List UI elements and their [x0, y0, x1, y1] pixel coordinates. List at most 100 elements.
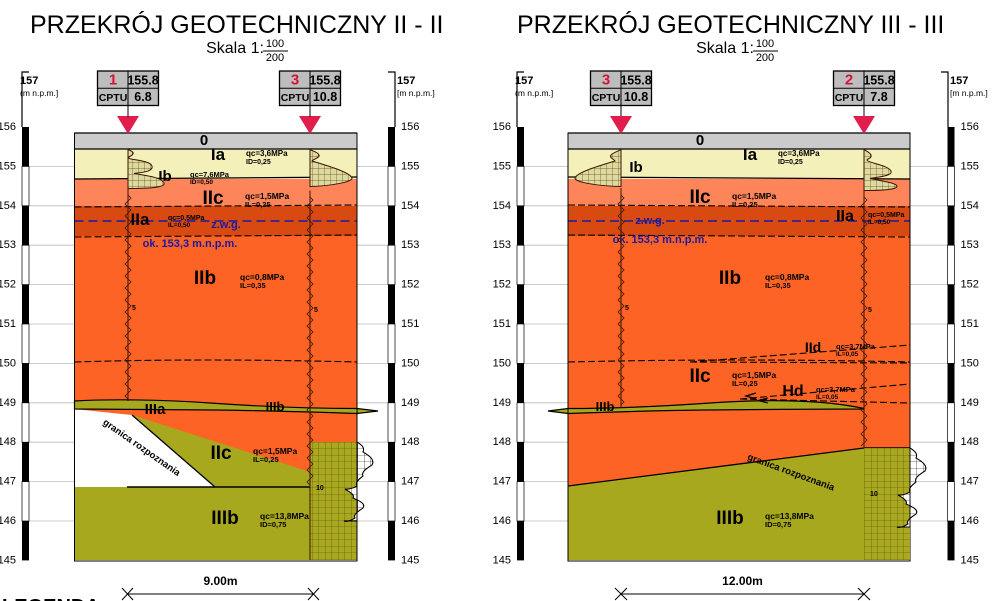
- svg-text:146: 146: [401, 515, 419, 527]
- svg-text:154: 154: [401, 200, 419, 212]
- svg-text:qc=3,7MPa: qc=3,7MPa: [816, 385, 856, 394]
- svg-text:6.8: 6.8: [134, 90, 151, 104]
- svg-text:ID=0,25: ID=0,25: [246, 159, 271, 166]
- svg-text:Hd: Hd: [782, 383, 803, 400]
- svg-text:149: 149: [0, 397, 16, 409]
- svg-text:148: 148: [961, 436, 979, 448]
- svg-text:10: 10: [870, 491, 878, 498]
- svg-text:152: 152: [493, 279, 511, 291]
- svg-text:qc=3,7MPa: qc=3,7MPa: [836, 342, 876, 351]
- svg-text:CPTU: CPTU: [99, 92, 128, 104]
- svg-text:2: 2: [845, 72, 853, 89]
- svg-text:200: 200: [266, 52, 284, 64]
- svg-text:Skala 1:: Skala 1:: [696, 40, 754, 57]
- svg-text:157: 157: [397, 75, 415, 87]
- svg-text:145: 145: [493, 554, 511, 566]
- svg-text:Ia: Ia: [743, 145, 758, 164]
- svg-text:IIIb: IIIb: [716, 508, 743, 529]
- svg-text:IL=0,50: IL=0,50: [868, 219, 891, 226]
- svg-text:147: 147: [0, 476, 16, 488]
- svg-text:IIc: IIc: [689, 366, 711, 387]
- svg-text:155: 155: [401, 160, 419, 172]
- svg-text:155: 155: [493, 160, 511, 172]
- svg-text:100: 100: [266, 38, 284, 50]
- svg-text:149: 149: [961, 397, 979, 409]
- svg-text:IIIb: IIIb: [211, 508, 238, 529]
- svg-text:151: 151: [0, 318, 16, 330]
- svg-text:156: 156: [0, 121, 16, 133]
- svg-text:151: 151: [401, 318, 419, 330]
- svg-text:156: 156: [401, 121, 419, 133]
- svg-text:155.8: 155.8: [863, 74, 894, 88]
- svg-text:3: 3: [602, 72, 610, 89]
- svg-text:146: 146: [493, 515, 511, 527]
- svg-text:qc=0,5MPa: qc=0,5MPa: [168, 215, 204, 222]
- svg-text:152: 152: [961, 279, 979, 291]
- svg-text:7.8: 7.8: [870, 90, 887, 104]
- svg-text:5: 5: [314, 307, 318, 314]
- svg-text:149: 149: [493, 397, 511, 409]
- svg-text:153: 153: [493, 239, 511, 251]
- svg-text:qc=0,5MPa: qc=0,5MPa: [868, 212, 904, 219]
- svg-text:151: 151: [961, 318, 979, 330]
- svg-text:IL=0,35: IL=0,35: [240, 281, 266, 290]
- svg-text:157: 157: [515, 75, 533, 87]
- svg-text:154: 154: [493, 200, 511, 212]
- svg-text:153: 153: [401, 239, 419, 251]
- svg-text:147: 147: [961, 476, 979, 488]
- svg-text:Ib: Ib: [629, 159, 642, 176]
- svg-text:Skala 1:: Skala 1:: [206, 40, 264, 57]
- svg-text:0: 0: [200, 132, 208, 149]
- svg-text:PRZEKRÓJ GEOTECHNICZNY II - I: PRZEKRÓJ GEOTECHNICZNY II - II: [30, 10, 443, 39]
- svg-text:qc=3,6MPa: qc=3,6MPa: [246, 149, 288, 158]
- svg-text:153: 153: [0, 239, 16, 251]
- svg-text:IIIa: IIIa: [145, 401, 167, 418]
- svg-text:Ia: Ia: [211, 145, 226, 164]
- svg-text:146: 146: [0, 515, 16, 527]
- svg-text:147: 147: [401, 476, 419, 488]
- svg-text:IL=0,25: IL=0,25: [732, 379, 758, 388]
- svg-text:IL=0,25: IL=0,25: [245, 200, 271, 209]
- svg-text:1: 1: [109, 72, 117, 89]
- svg-text:150: 150: [493, 357, 511, 369]
- svg-text:ID=0,50: ID=0,50: [190, 179, 213, 186]
- svg-text:145: 145: [961, 554, 979, 566]
- svg-text:157: 157: [20, 75, 38, 87]
- svg-text:12.00m: 12.00m: [722, 574, 763, 588]
- svg-text:IIIb: IIIb: [596, 399, 615, 414]
- svg-text:[m n.p.m.]: [m n.p.m.]: [950, 88, 988, 98]
- svg-text:qc=3,6MPa: qc=3,6MPa: [778, 149, 820, 158]
- svg-text:148: 148: [401, 436, 419, 448]
- svg-text:IIa: IIa: [836, 208, 854, 225]
- svg-text:IL=0,05: IL=0,05: [816, 394, 839, 401]
- svg-text:IIc: IIc: [689, 187, 711, 208]
- svg-text:z.w.g.: z.w.g.: [211, 219, 241, 231]
- svg-text:IIIb: IIIb: [266, 399, 285, 414]
- svg-text:148: 148: [493, 436, 511, 448]
- svg-text:155: 155: [0, 160, 16, 172]
- svg-text:150: 150: [401, 357, 419, 369]
- svg-text:153: 153: [961, 239, 979, 251]
- svg-text:3: 3: [291, 72, 299, 89]
- svg-text:152: 152: [0, 279, 16, 291]
- svg-text:5: 5: [625, 305, 629, 312]
- svg-text:IL=0,25: IL=0,25: [253, 455, 279, 464]
- svg-text:10.8: 10.8: [313, 90, 337, 104]
- svg-text:CPTU: CPTU: [592, 92, 621, 104]
- svg-text:155: 155: [961, 160, 979, 172]
- svg-text:157: 157: [950, 75, 968, 87]
- svg-text:155.8: 155.8: [127, 74, 158, 88]
- svg-text:10: 10: [316, 485, 324, 492]
- svg-text:IIa: IIa: [131, 210, 150, 229]
- svg-text:ID=0,75: ID=0,75: [260, 520, 286, 529]
- svg-text:PRZEKRÓJ GEOTECHNICZNY III -: PRZEKRÓJ GEOTECHNICZNY III - III: [517, 10, 944, 39]
- svg-text:IL=0,25: IL=0,25: [732, 200, 758, 209]
- svg-text:IL=0,35: IL=0,35: [765, 281, 791, 290]
- svg-text:149: 149: [401, 397, 419, 409]
- svg-text:147: 147: [493, 476, 511, 488]
- svg-text:5: 5: [132, 305, 136, 312]
- svg-text:ID=0,25: ID=0,25: [778, 159, 803, 166]
- svg-text:IIb: IIb: [719, 268, 741, 289]
- svg-text:145: 145: [0, 554, 16, 566]
- svg-text:145: 145: [401, 554, 419, 566]
